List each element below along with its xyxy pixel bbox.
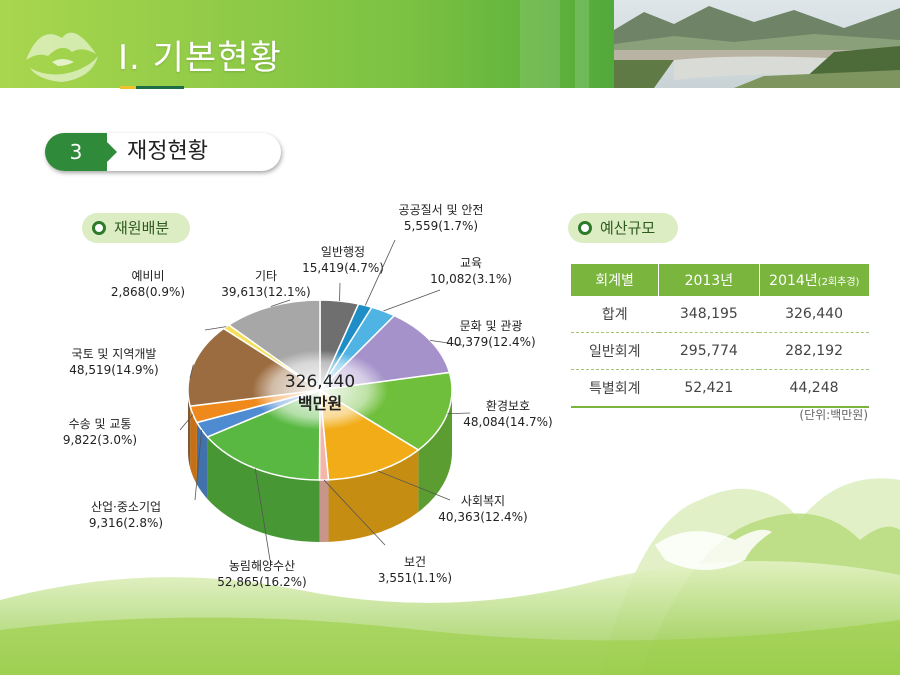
unit-note: (단위:백만원) bbox=[799, 408, 868, 422]
bullet-icon bbox=[92, 221, 106, 235]
table-cell: 295,774 bbox=[658, 332, 760, 370]
pie-leader-line bbox=[447, 412, 471, 415]
pie-slice-value-label: 5,559(1.7%) bbox=[404, 219, 478, 233]
pie-slice-name: 국토 및 지역개발 bbox=[72, 347, 157, 361]
chevron-right-icon bbox=[107, 142, 117, 162]
table-cell: 44,248 bbox=[759, 369, 869, 408]
pie-slice-value-label: 10,082(3.1%) bbox=[430, 272, 512, 286]
pie-slice-value-label: 48,519(14.9%) bbox=[69, 363, 158, 377]
bullet-icon bbox=[578, 221, 592, 235]
pie-center-value: 326,440 bbox=[285, 372, 355, 392]
pie-leader-line bbox=[179, 414, 194, 431]
county-logo-icon bbox=[26, 32, 98, 82]
table-cell: 합계 bbox=[571, 296, 659, 333]
pie-leader-line bbox=[194, 429, 203, 501]
pie-slice-name: 공공질서 및 안전 bbox=[399, 203, 484, 217]
pie-slice-side bbox=[196, 422, 208, 499]
table-header-row: 회계별 2013년 2014년(2회추경) bbox=[571, 264, 869, 296]
table-header: 2014년(2회추경) bbox=[758, 264, 869, 296]
pie-slice-name: 환경보호 bbox=[486, 399, 530, 413]
pie-slice-name: 산업·중소기업 bbox=[91, 500, 161, 514]
pie-leader-line bbox=[204, 326, 227, 331]
pie-center-unit: 백만원 bbox=[298, 394, 342, 413]
background-hills bbox=[0, 478, 900, 675]
header-accent-green bbox=[136, 86, 184, 89]
pie-center-highlight bbox=[252, 350, 388, 430]
pie-leader-line bbox=[430, 339, 463, 346]
pie-slice-value-label: 52,865(16.2%) bbox=[217, 575, 306, 589]
pie-slice-name: 사회복지 bbox=[461, 494, 505, 508]
pie-slice-name: 보건 bbox=[404, 555, 426, 569]
pie-slice-side bbox=[188, 390, 191, 469]
section-title: 재정현황 bbox=[127, 139, 208, 164]
table-cell: 348,195 bbox=[658, 296, 760, 333]
table-cell: 특별회계 bbox=[571, 369, 659, 408]
section-number: 3 bbox=[45, 133, 107, 171]
pie-slice-name: 예비비 bbox=[131, 269, 164, 283]
pie-leader-line bbox=[254, 468, 271, 561]
pie-slice-value-label: 40,363(12.4%) bbox=[438, 510, 527, 524]
pie-slice-value-label: 3,551(1.1%) bbox=[378, 571, 452, 585]
pie-slice-name: 문화 및 관광 bbox=[460, 319, 523, 333]
table-cell: 52,421 bbox=[658, 369, 760, 408]
table-header: 2013년 bbox=[658, 264, 760, 296]
pie-slice-name: 농림해양수산 bbox=[229, 559, 295, 573]
pie-slice-value-label: 40,379(12.4%) bbox=[446, 335, 535, 349]
pie-slice-value-label: 48,084(14.7%) bbox=[463, 415, 552, 429]
pie-slice-side bbox=[418, 390, 452, 513]
pie-leader-line bbox=[377, 470, 451, 501]
table-cell: 326,440 bbox=[759, 296, 869, 333]
page-title: Ⅰ. 기본현황 bbox=[118, 38, 282, 78]
table-cell: 282,192 bbox=[759, 332, 869, 370]
pie-slice-value-label: 15,419(4.7%) bbox=[302, 261, 384, 275]
pie-slice-side bbox=[328, 450, 419, 542]
pie-slice-value-label: 39,613(12.1%) bbox=[221, 285, 310, 299]
pie-slice-side bbox=[319, 479, 329, 542]
pie-slice-name: 기타 bbox=[255, 269, 277, 283]
subheading-allocation: 재원배분 bbox=[82, 213, 190, 243]
pie-leader-line bbox=[383, 289, 441, 312]
pie-slice-side bbox=[190, 406, 197, 485]
table-row: 일반회계 295,774 282,192 bbox=[571, 332, 869, 370]
pie-slice-name: 수송 및 교통 bbox=[69, 417, 132, 431]
pie-leader-line bbox=[364, 239, 396, 306]
pie-slice-value-label: 2,868(0.9%) bbox=[111, 285, 185, 299]
table-row: 합계 348,195 326,440 bbox=[571, 296, 869, 333]
header-accent-yellow bbox=[120, 86, 136, 89]
pie-slice-side bbox=[207, 436, 320, 542]
table-cell: 일반회계 bbox=[571, 332, 659, 370]
pie-slice-value-label: 9,822(3.0%) bbox=[63, 433, 137, 447]
pie-leader-line bbox=[270, 299, 291, 307]
budget-table: 회계별 2013년 2014년(2회추경) 합계 348,195 326,440… bbox=[571, 264, 869, 408]
pie-slice-name: 일반행정 bbox=[321, 244, 365, 259]
pie-slice-name: 교육 bbox=[460, 256, 482, 270]
table-header: 회계별 bbox=[571, 264, 659, 296]
subheading-budget: 예산규모 bbox=[568, 213, 678, 243]
table-row: 특별회계 52,421 44,248 bbox=[571, 369, 869, 408]
section-heading: 3 재정현황 bbox=[45, 133, 281, 171]
landscape-photo bbox=[614, 0, 900, 88]
pie-slice-value-label: 9,316(2.8%) bbox=[89, 516, 163, 530]
pie-leader-line bbox=[323, 479, 386, 546]
pie-leader-line bbox=[189, 364, 194, 379]
